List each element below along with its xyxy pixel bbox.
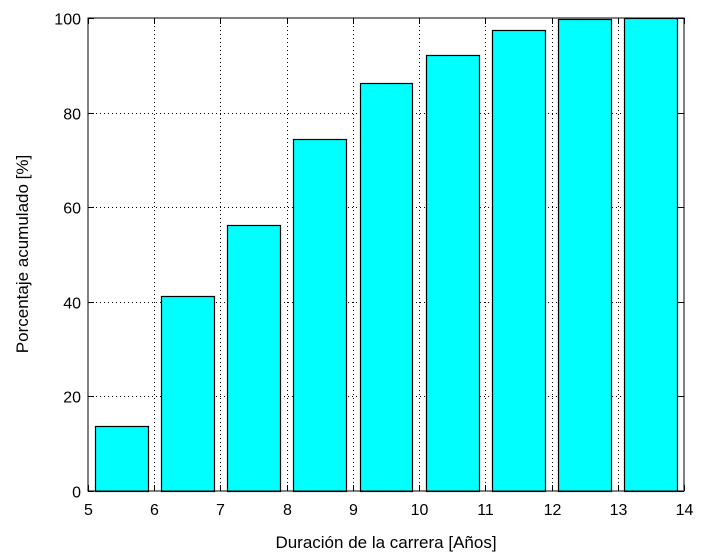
bar [294, 140, 347, 492]
bar [96, 427, 149, 492]
x-tick-label: 10 [411, 502, 429, 519]
y-tick-label: 100 [54, 12, 81, 29]
y-axis-label: Porcentaje acumulado [%] [13, 155, 32, 353]
bar [493, 31, 546, 492]
x-tick-label: 11 [477, 502, 494, 519]
bar [427, 56, 480, 492]
x-tick-label: 6 [150, 502, 159, 519]
x-tick-label: 13 [610, 502, 628, 519]
bar [162, 297, 215, 492]
y-tick-label: 0 [72, 485, 81, 502]
bar [361, 84, 413, 492]
y-tick-label: 60 [63, 201, 81, 218]
x-tick-label: 5 [84, 502, 93, 519]
x-tick-label: 14 [676, 502, 694, 519]
y-tick-label: 80 [63, 107, 81, 124]
x-tick-label: 12 [544, 502, 562, 519]
x-tick-label: 9 [349, 502, 358, 519]
bar [228, 226, 281, 492]
x-tick-label: 8 [283, 502, 292, 519]
y-tick-label: 20 [63, 390, 81, 407]
x-axis-label: Duración de la carrera [Años] [275, 533, 496, 552]
bar [625, 19, 678, 492]
y-tick-label: 40 [63, 296, 81, 313]
bar [559, 20, 612, 492]
x-tick-label: 7 [216, 502, 225, 519]
